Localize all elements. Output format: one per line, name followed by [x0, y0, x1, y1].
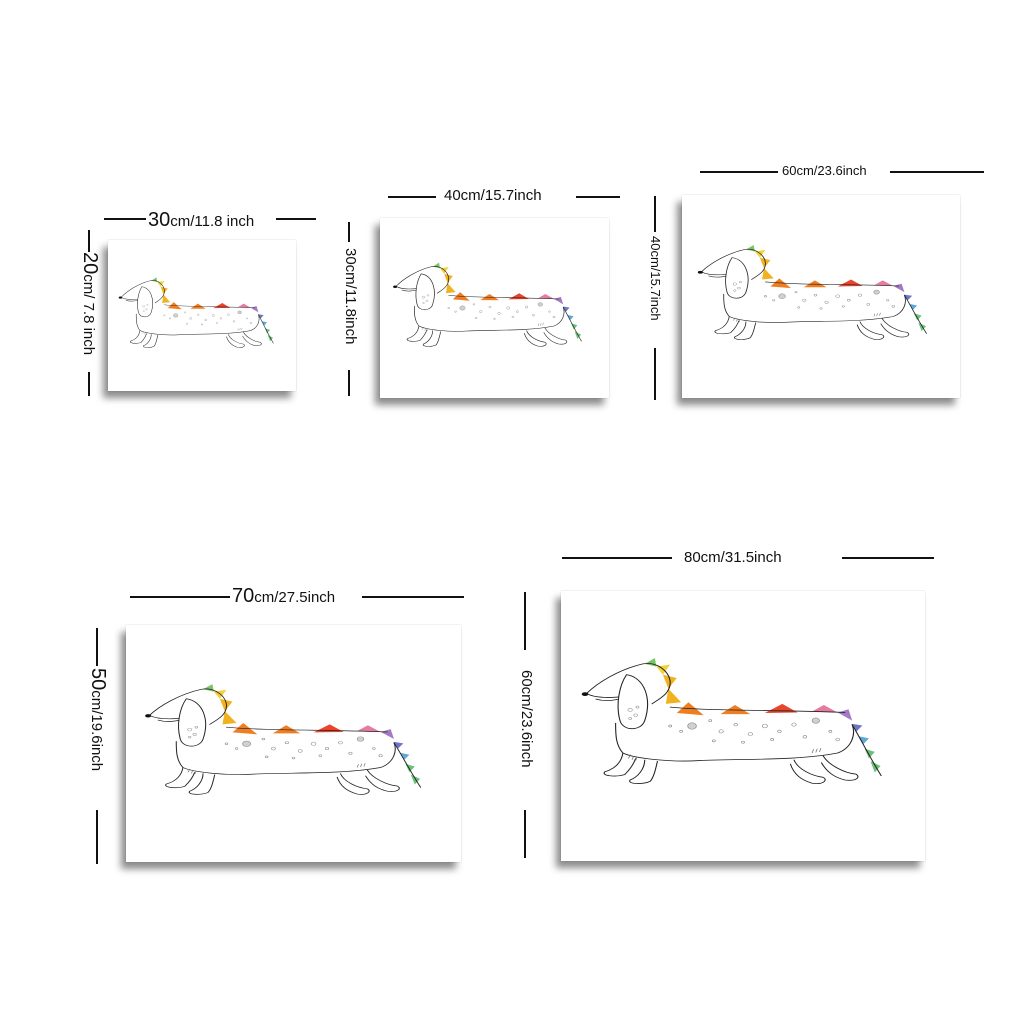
- height-dimension-line-top: [88, 230, 90, 252]
- canvas-print-60x40: [682, 195, 960, 398]
- canvas-print-70x50: [126, 625, 461, 862]
- height-dimension-line-top: [654, 196, 656, 232]
- height-label-30: 30cm/11.8inch: [342, 248, 359, 345]
- height-dimension-line-bottom: [524, 810, 526, 858]
- height-dimension-line-top: [524, 592, 526, 650]
- width-dimension-line-left: [130, 596, 230, 598]
- canvas-print-80x60: [561, 591, 925, 861]
- width-dimension-line-right: [890, 171, 984, 173]
- height-label-50: 50cm/19.6inch: [87, 668, 109, 772]
- width-label-80: 80cm/31.5inch: [684, 549, 782, 566]
- height-dimension-line-bottom: [96, 810, 98, 864]
- width-dimension-line-right: [276, 218, 316, 220]
- height-label-60: 60cm/23.6inch: [518, 670, 535, 768]
- width-dimension-line-right: [576, 196, 620, 198]
- canvas-print-30x20: [108, 240, 296, 391]
- width-label-30: 30cm/11.8 inch: [148, 209, 255, 231]
- width-dimension-line-left: [700, 171, 778, 173]
- width-dimension-line-left: [388, 196, 436, 198]
- width-dimension-line-left: [104, 218, 146, 220]
- height-dimension-line-bottom: [88, 372, 90, 396]
- height-label-40: 40cm/15.7inch: [648, 236, 663, 321]
- width-label-40: 40cm/15.7inch: [444, 187, 542, 204]
- width-dimension-line-right: [362, 596, 464, 598]
- height-dimension-line-top: [348, 222, 350, 242]
- width-dimension-line-right: [842, 557, 934, 559]
- dog-dinosaur-artwork: [380, 236, 609, 380]
- height-dimension-line-bottom: [348, 370, 350, 396]
- dog-dinosaur-artwork: [108, 255, 296, 376]
- width-dimension-line-left: [562, 557, 672, 559]
- width-label-60: 60cm/23.6inch: [782, 163, 867, 178]
- dog-dinosaur-artwork: [126, 649, 461, 839]
- dog-dinosaur-artwork: [561, 618, 925, 834]
- height-label-20: 20cm/ 7.8 inch: [79, 252, 101, 356]
- width-label-70: 70cm/27.5inch: [232, 585, 336, 607]
- height-dimension-line-bottom: [654, 348, 656, 400]
- dog-dinosaur-artwork: [682, 215, 960, 377]
- canvas-print-40x30: [380, 218, 609, 398]
- height-dimension-line-top: [96, 628, 98, 666]
